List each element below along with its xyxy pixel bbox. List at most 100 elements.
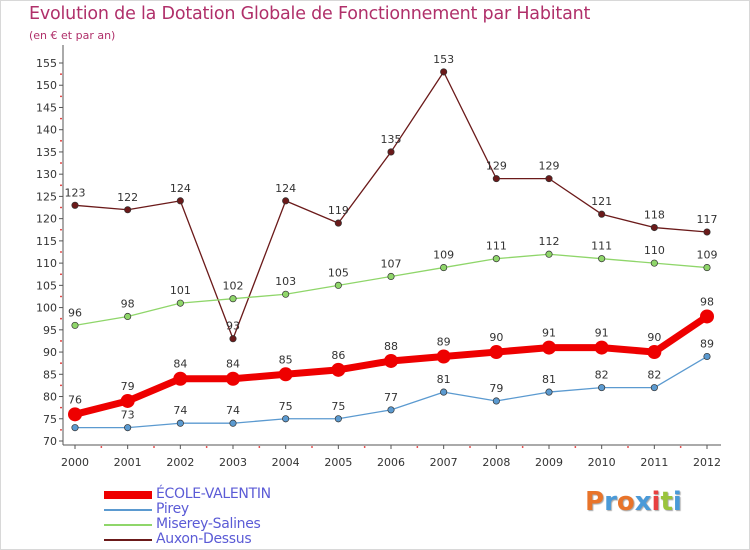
data-label: 102 <box>223 280 244 293</box>
data-label: 103 <box>275 275 296 288</box>
legend-swatch <box>104 523 152 526</box>
data-point <box>650 384 658 392</box>
y-tick-label: 80 <box>43 391 57 404</box>
data-point <box>331 362 346 377</box>
data-point <box>598 210 606 218</box>
data-label: 91 <box>595 327 609 340</box>
y-tick-label: 85 <box>43 368 57 381</box>
y-tick-label: 120 <box>36 213 57 226</box>
x-tick-label: 2008 <box>482 456 510 469</box>
data-point <box>71 424 79 432</box>
data-point <box>229 295 237 303</box>
data-point <box>229 335 237 343</box>
data-point <box>176 299 184 307</box>
series-line <box>74 71 708 340</box>
data-point <box>334 219 342 227</box>
data-point <box>440 264 448 272</box>
data-point <box>68 407 82 422</box>
data-label: 79 <box>121 380 135 393</box>
data-point <box>278 367 293 382</box>
data-point <box>71 201 79 209</box>
data-label: 122 <box>117 191 138 204</box>
data-point <box>387 148 395 156</box>
data-point <box>436 349 451 364</box>
data-label: 82 <box>647 369 661 382</box>
y-minor-tick <box>60 251 62 253</box>
data-label: 112 <box>539 235 560 248</box>
x-minor-tick <box>311 446 313 448</box>
y-minor-tick <box>60 206 62 209</box>
data-label: 74 <box>173 404 187 417</box>
x-minor-tick <box>205 446 208 448</box>
data-label: 76 <box>68 393 82 406</box>
legend-item: Pirey <box>104 502 271 517</box>
data-point <box>545 250 553 258</box>
data-point <box>440 388 448 396</box>
y-tick-label: 155 <box>36 57 57 70</box>
data-label: 153 <box>433 53 454 66</box>
x-tick-label: 2006 <box>377 456 405 469</box>
data-label: 124 <box>275 182 296 195</box>
data-point <box>176 419 184 427</box>
chart-legend: ÉCOLE-VALENTIN Pirey Miserey-Salines Auxon-… <box>104 487 271 547</box>
data-point <box>492 255 500 263</box>
data-label: 89 <box>700 338 714 351</box>
data-label: 79 <box>489 382 503 395</box>
data-point <box>124 206 132 214</box>
data-point <box>71 321 79 329</box>
data-point <box>226 371 240 386</box>
data-point <box>384 353 398 368</box>
y-minor-tick <box>60 384 62 387</box>
data-point <box>440 68 448 76</box>
x-tick-label: 2007 <box>430 456 458 469</box>
data-label: 135 <box>381 133 402 146</box>
x-minor-tick <box>574 446 577 448</box>
data-point <box>282 290 290 298</box>
y-minor-tick <box>60 117 62 120</box>
data-label: 88 <box>384 340 398 353</box>
data-label: 73 <box>121 409 135 422</box>
logo-letter: o <box>616 487 635 517</box>
data-point <box>492 175 500 183</box>
data-label: 109 <box>433 249 454 262</box>
x-minor-tick <box>100 446 103 448</box>
data-label: 118 <box>644 209 665 222</box>
logo-letter: i <box>651 487 661 517</box>
data-label: 81 <box>437 373 451 386</box>
data-label: 85 <box>279 353 293 366</box>
data-label: 111 <box>591 240 612 253</box>
data-label: 84 <box>226 358 240 371</box>
x-minor-tick <box>153 446 155 448</box>
x-tick-label: 2001 <box>114 456 142 469</box>
y-tick-label: 95 <box>43 324 57 337</box>
data-point <box>700 309 714 324</box>
x-tick-label: 2000 <box>61 456 89 469</box>
data-label: 86 <box>331 349 345 362</box>
x-tick-label: 2009 <box>535 456 563 469</box>
data-point <box>703 264 711 272</box>
y-tick-label: 140 <box>36 124 57 137</box>
data-point <box>703 228 711 236</box>
data-label: 82 <box>595 369 609 382</box>
y-tick-label: 90 <box>43 346 57 359</box>
x-tick-label: 2004 <box>272 456 300 469</box>
data-label: 90 <box>647 331 661 344</box>
data-label: 96 <box>68 306 82 319</box>
data-label: 90 <box>489 331 503 344</box>
data-label: 98 <box>121 297 135 310</box>
legend-swatch <box>104 490 152 499</box>
legend-item: Miserey-Salines <box>104 517 271 532</box>
y-tick-label: 100 <box>36 302 57 315</box>
legend-swatch <box>104 508 152 511</box>
data-label: 98 <box>700 295 714 308</box>
x-tick-label: 2005 <box>324 456 352 469</box>
data-point <box>387 272 395 281</box>
data-point <box>120 393 135 408</box>
data-label: 110 <box>644 244 665 257</box>
logo-letter: P <box>585 487 605 517</box>
data-point <box>489 345 504 360</box>
y-tick-label: 150 <box>36 79 57 92</box>
y-tick-label: 125 <box>36 190 57 203</box>
